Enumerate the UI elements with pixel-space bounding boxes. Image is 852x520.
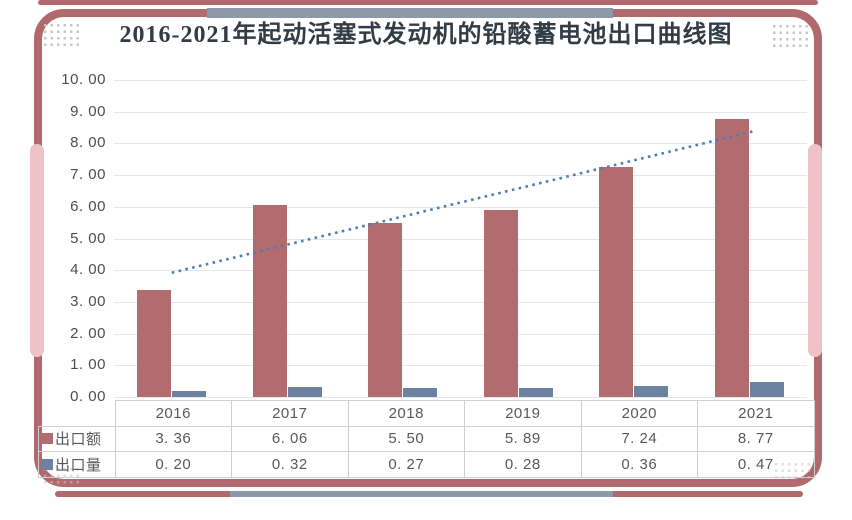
y-axis-tick-label: 3. 00 [70, 292, 106, 310]
dot-grid-decoration-top-left [42, 22, 81, 47]
table-corner-cell [38, 400, 116, 427]
table-value-cell: 0. 47 [697, 451, 815, 478]
bar-export-volume-2019 [518, 388, 553, 397]
gridline [114, 143, 807, 145]
table-value-cell: 0. 27 [347, 451, 465, 478]
frame-top-accent-line [38, 0, 818, 5]
frame-right-pink-segment [808, 144, 822, 357]
data-table: 2016 2017 2018 2019 2020 2021 出口额 3. 36 6. 06 5. … [38, 400, 815, 478]
y-axis-tick-label: 8. 00 [70, 134, 106, 152]
y-axis-tick-label: 5. 00 [70, 229, 106, 247]
y-axis-tick-label: 6. 00 [70, 197, 106, 215]
gridline [114, 206, 807, 208]
gridline [114, 365, 807, 367]
bar-export-value-2018 [368, 222, 403, 397]
legend-label: 出口量 [55, 456, 102, 474]
legend-cell-export-volume: 出口量 [38, 451, 116, 478]
gridline [114, 111, 807, 113]
table-value-cell: 6. 06 [231, 425, 349, 452]
bar-export-value-2019 [483, 210, 518, 397]
frame-bottom-red-left [55, 491, 230, 497]
frame-left-pink-segment [30, 144, 44, 357]
y-axis-tick-label: 10. 00 [61, 71, 106, 88]
frame-bottom-gray-segment [230, 491, 613, 497]
gridline [114, 397, 807, 398]
bar-export-value-2021 [714, 118, 749, 397]
legend-swatch-export-volume [42, 458, 53, 470]
y-axis-tick-label: 9. 00 [70, 102, 106, 120]
legend-swatch-export-value [42, 433, 53, 445]
table-value-cell: 0. 20 [114, 451, 232, 478]
x-axis-year-label: 2018 [347, 400, 465, 427]
table-value-cell: 0. 28 [464, 451, 582, 478]
table-value-cell: 5. 50 [347, 425, 465, 452]
x-axis-year-label: 2016 [114, 400, 232, 427]
gridline [114, 80, 807, 81]
gridline [114, 301, 807, 303]
table-value-cell: 0. 32 [231, 451, 349, 478]
y-axis-tick-label: 1. 00 [70, 356, 106, 374]
table-value-cell: 8. 77 [697, 425, 815, 452]
bar-export-value-2020 [599, 167, 634, 397]
y-axis-tick-label: 7. 00 [70, 166, 106, 184]
table-value-cell: 5. 89 [464, 425, 582, 452]
bar-export-volume-2017 [287, 386, 322, 397]
table-value-cell: 0. 36 [580, 451, 698, 478]
y-axis-tick-label: 2. 00 [70, 324, 106, 342]
bar-export-volume-2018 [403, 388, 438, 397]
bar-export-value-2016 [137, 290, 172, 397]
gridline [114, 238, 807, 240]
bar-export-value-2017 [252, 204, 287, 397]
x-axis-year-label: 2017 [231, 400, 349, 427]
table-value-cell: 3. 36 [114, 425, 232, 452]
legend-cell-export-value: 出口额 [38, 425, 116, 452]
frame-top-gray-segment [207, 8, 613, 18]
dot-grid-decoration-top-right [771, 23, 810, 48]
legend-label: 出口额 [55, 431, 102, 449]
bar-export-volume-2016 [172, 390, 207, 397]
x-axis-year-label: 2021 [697, 400, 815, 427]
bar-export-volume-2021 [749, 382, 784, 397]
table-value-cell: 7. 24 [580, 425, 698, 452]
chart-title: 2016-2021年起动活塞式发动机的铅酸蓄电池出口曲线图 [119, 22, 733, 48]
bar-export-volume-2020 [634, 385, 669, 397]
gridline [114, 333, 807, 335]
gridline [114, 270, 807, 272]
x-axis-year-label: 2020 [580, 400, 698, 427]
gridline [114, 175, 807, 177]
x-axis-year-label: 2019 [464, 400, 582, 427]
frame-bottom-red-right [613, 491, 803, 497]
y-axis-tick-label: 4. 00 [70, 261, 106, 279]
